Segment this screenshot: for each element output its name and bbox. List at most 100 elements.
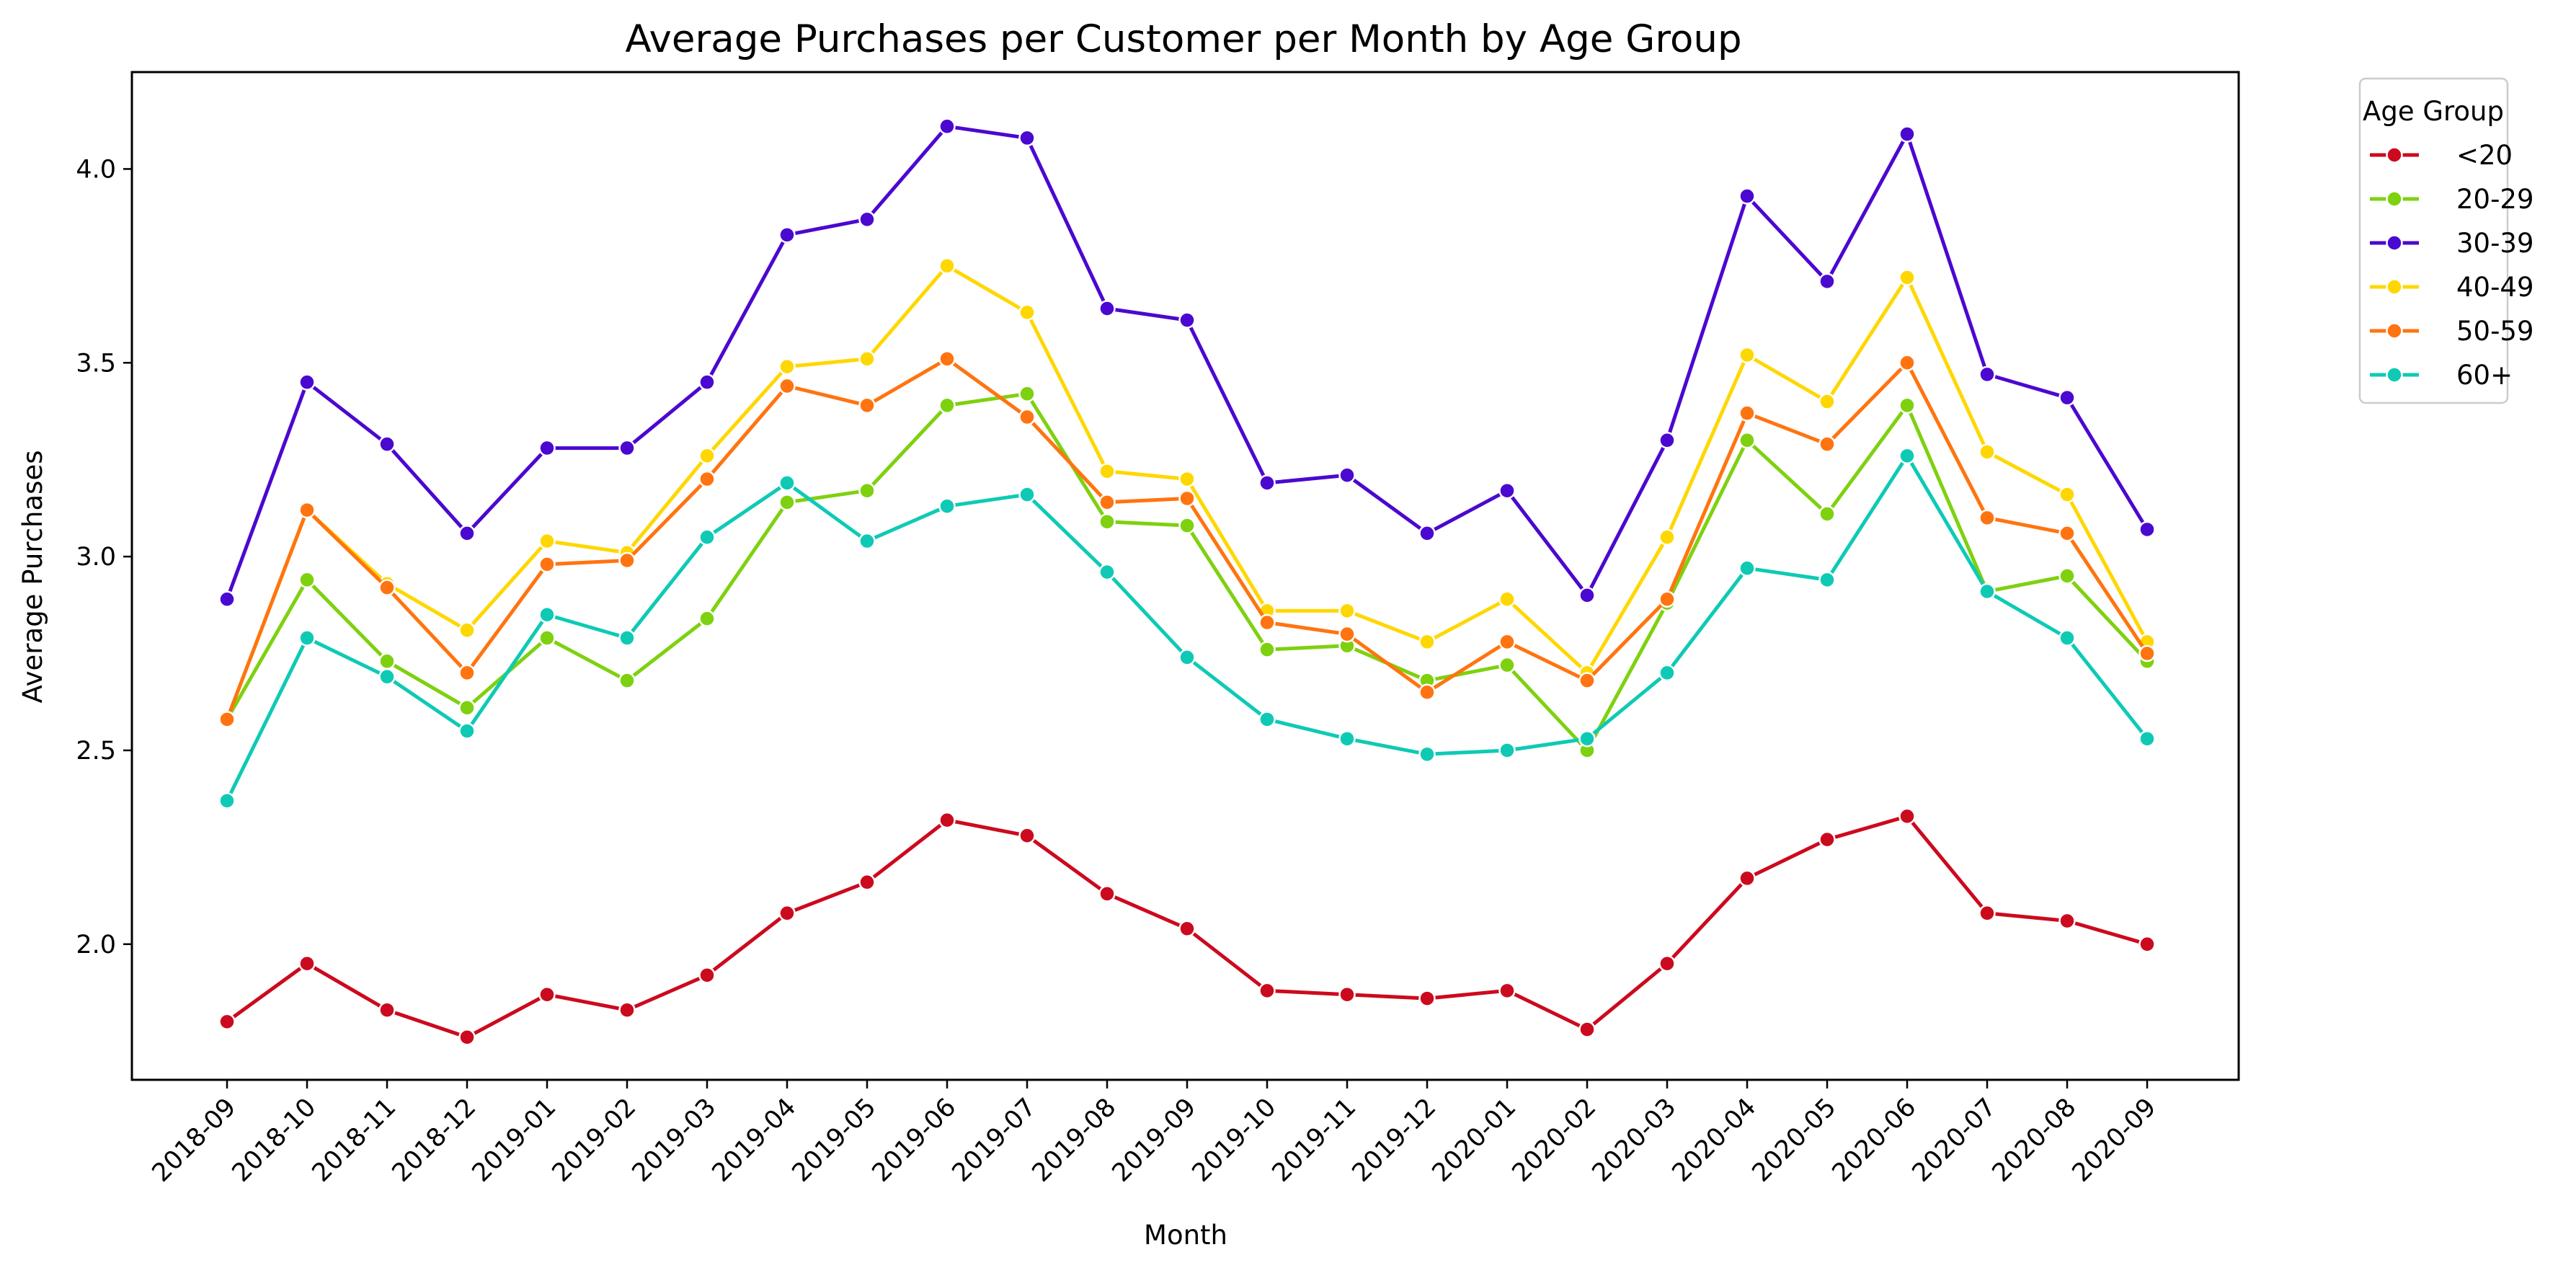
x-tick-label: 2019-10 [1187,1093,1282,1188]
data-point [2058,389,2076,407]
data-point [858,350,876,368]
data-point [218,711,236,728]
data-point [538,556,556,573]
data-point [1498,590,1516,608]
x-tick-label: 2020-07 [1907,1093,2002,1188]
legend-marker [2386,366,2403,383]
data-point [1658,954,1676,972]
data-point [938,497,956,515]
data-point [458,1029,476,1046]
data-point [1178,649,1196,666]
data-point [1898,125,1916,143]
x-tick-label: 2019-01 [467,1093,562,1188]
data-point [1338,730,1356,748]
data-point [778,494,796,511]
data-point [698,447,716,465]
data-point [2058,567,2076,585]
data-point [698,967,716,984]
series-20-29 [218,385,2156,759]
legend-marker [2386,278,2403,296]
data-point [2138,520,2156,538]
data-point [298,629,316,647]
data-point [618,439,636,457]
data-point [1418,633,1436,651]
data-point [1418,990,1436,1007]
series-60+ [218,447,2156,810]
data-point [698,373,716,391]
data-point [1898,354,1916,372]
data-point [1018,827,1036,845]
data-point [1258,982,1276,1000]
data-point [378,1001,396,1019]
x-tick-label: 2019-06 [867,1093,962,1188]
x-axis: 2018-092018-102018-112018-122019-012019-… [147,1080,2162,1188]
data-point [1818,830,1836,848]
y-tick-label: 3.0 [76,543,116,572]
data-point [538,606,556,624]
data-point [538,985,556,1003]
data-point [2058,912,2076,930]
data-point [458,722,476,740]
x-tick-label: 2019-04 [707,1093,802,1188]
data-point [1658,528,1676,546]
legend-marker [2386,234,2403,252]
legend-label: 50-59 [2456,316,2534,347]
legend-marker [2386,146,2403,164]
data-point [1818,435,1836,453]
data-point [1178,920,1196,938]
x-tick-label: 2020-08 [1987,1093,2082,1188]
data-point [218,1013,236,1031]
data-point [1818,505,1836,523]
data-point [618,672,636,689]
data-point [1578,1021,1596,1038]
series-<20 [218,807,2156,1046]
data-point [298,954,316,972]
data-point [1338,985,1356,1003]
data-point [1818,571,1836,589]
data-point [1818,393,1836,410]
data-point [1178,311,1196,329]
data-point [938,117,956,136]
data-point [698,528,716,546]
data-point [1818,272,1836,290]
x-tick-label: 2018-09 [147,1093,242,1188]
x-tick-label: 2020-04 [1667,1093,1762,1188]
data-point [1978,582,1996,600]
data-point [1098,463,1116,480]
chart-title: Average Purchases per Customer per Month… [625,17,1741,61]
data-point [1018,385,1036,403]
plot-area [218,117,2156,1046]
data-point [538,532,556,550]
data-point [858,482,876,500]
x-tick-label: 2019-03 [627,1093,722,1188]
data-point [698,470,716,488]
x-tick-label: 2020-02 [1507,1093,1602,1188]
data-point [1978,365,1996,383]
data-point [1738,432,1756,449]
data-point [938,257,956,275]
data-point [1578,587,1596,604]
x-tick-label: 2020-01 [1427,1093,1522,1188]
y-tick-label: 2.0 [76,931,116,959]
data-point [378,652,396,670]
data-point [218,792,236,810]
y-axis: 2.0 2.5 3.0 3.5 4.0 [76,155,132,959]
x-tick-label: 2020-09 [2067,1093,2162,1188]
data-point [378,579,396,596]
data-point [778,474,796,492]
data-point [2058,486,2076,503]
x-tick-label: 2019-02 [547,1093,642,1188]
data-point [1498,742,1516,759]
data-point [1098,563,1116,581]
data-point [1498,982,1516,1000]
data-point [1098,513,1116,531]
data-point [1978,905,1996,922]
data-point [618,551,636,569]
data-point [538,629,556,647]
y-axis-label: Average Purchases [17,451,48,704]
x-tick-label: 2019-11 [1267,1093,1362,1188]
data-point [1018,408,1036,426]
data-point [458,699,476,717]
data-point [1738,404,1756,422]
